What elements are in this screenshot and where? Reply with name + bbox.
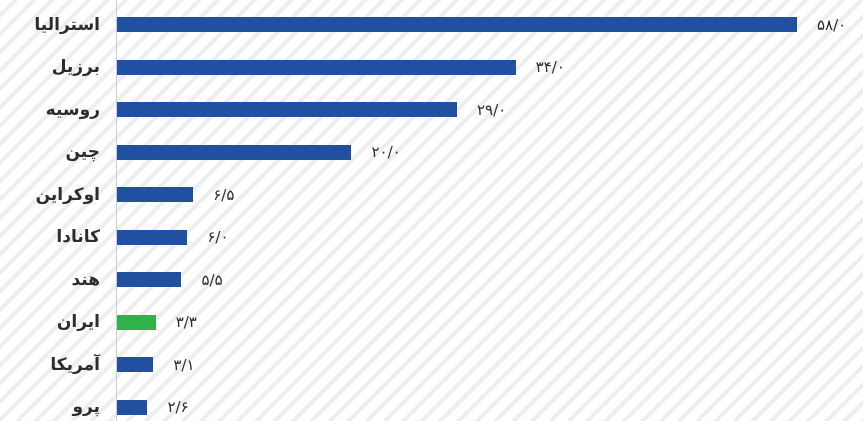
category-label: اوکراین bbox=[35, 184, 100, 205]
bar bbox=[117, 144, 352, 160]
value-label: ۵/۵ bbox=[201, 270, 223, 289]
category-label: کانادا bbox=[56, 227, 100, 247]
bar bbox=[117, 102, 457, 117]
category-label: آمریکا bbox=[50, 354, 100, 375]
bar bbox=[117, 272, 182, 287]
bar bbox=[117, 59, 516, 75]
bar bbox=[117, 314, 156, 330]
bar bbox=[117, 17, 797, 32]
value-label: ۲/۶ bbox=[167, 398, 189, 416]
category-label: ایران bbox=[56, 312, 100, 332]
category-label: چین bbox=[65, 142, 101, 162]
bar bbox=[117, 357, 154, 372]
category-label: پرو bbox=[72, 397, 100, 417]
bar bbox=[117, 399, 148, 415]
category-axis-line bbox=[116, 0, 117, 421]
value-label: ۶/۰ bbox=[207, 228, 229, 246]
value-label: ۳۴/۰ bbox=[535, 58, 565, 76]
value-label: ۲۹/۰ bbox=[477, 100, 507, 119]
category-label: برزیل bbox=[51, 57, 100, 77]
value-label: ۳/۱ bbox=[173, 355, 195, 374]
category-label: هند bbox=[71, 269, 100, 290]
bar bbox=[117, 187, 194, 202]
value-label: ۶/۵ bbox=[213, 185, 235, 204]
category-label: روسیه bbox=[45, 99, 100, 120]
value-label: ۵۸/۰ bbox=[817, 15, 847, 34]
bar bbox=[117, 229, 188, 245]
category-label: استرالیا bbox=[34, 14, 100, 35]
value-label: ۳/۳ bbox=[175, 313, 197, 331]
value-label: ۲۰/۰ bbox=[371, 143, 401, 161]
